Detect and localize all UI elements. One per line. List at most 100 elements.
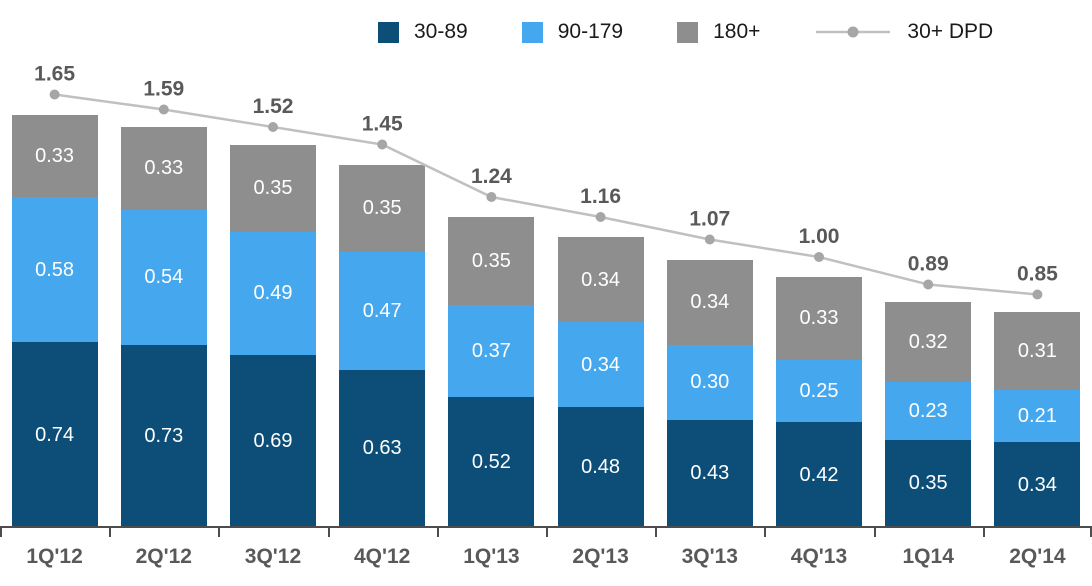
- bar-segment-180+: 0.31: [994, 312, 1081, 390]
- legend-item-180plus: 180+: [677, 20, 760, 44]
- bar-segment-90-179: 0.37: [448, 304, 535, 397]
- axis-tick: [0, 528, 2, 537]
- bar-value-label: 0.30: [690, 371, 730, 393]
- trend-line-value-label: 1.45: [362, 113, 403, 136]
- bar-segment-90-179: 0.49: [230, 232, 316, 355]
- bar-value-label: 0.21: [1017, 404, 1057, 427]
- legend-item-30-89: 30-89: [378, 20, 468, 44]
- bar-segment-180+: 0.34: [557, 237, 644, 322]
- bar-value-label: 0.37: [471, 339, 511, 362]
- legend-line-sample-icon: [816, 26, 891, 38]
- bar-value-label: 0.48: [581, 456, 621, 478]
- axis-tick: [327, 528, 330, 537]
- bar-value-label: 0.34: [581, 268, 621, 291]
- axis-tick: [546, 528, 548, 537]
- legend-swatch-90-179: [521, 21, 543, 43]
- legend-label-90-179: 90-179: [557, 20, 624, 43]
- bar-value-label: 0.34: [1017, 473, 1057, 496]
- x-axis-label: 4Q'12: [354, 545, 411, 568]
- bar-value-label: 0.34: [581, 353, 621, 376]
- bar-segment-30-89: 0.42: [776, 422, 862, 527]
- bar-segment-30-89: 0.43: [666, 419, 753, 527]
- bar-segment-180+: 0.32: [885, 302, 972, 382]
- bar-value-label: 0.35: [253, 177, 293, 200]
- trend-line-value-label: 1.07: [689, 208, 730, 231]
- bar-value-label: 0.23: [908, 399, 948, 422]
- legend-label-30-89: 30-89: [414, 20, 468, 43]
- bar-value-label: 0.33: [144, 157, 184, 180]
- legend: 30-89 90-179 180+ 30+ DPD: [378, 20, 993, 44]
- bar-segment-180+: 0.35: [339, 164, 426, 252]
- bar-value-label: 0.43: [690, 462, 730, 485]
- bar-value-label: 0.54: [144, 266, 184, 288]
- legend-item-30plus-dpd: 30+ DPD: [814, 20, 993, 44]
- trend-line-marker: [158, 104, 169, 115]
- x-axis-label: 1Q'13: [463, 545, 520, 568]
- bar-segment-180+: 0.35: [230, 144, 316, 232]
- bar-segment-30-89: 0.69: [230, 354, 316, 527]
- bar-segment-90-179: 0.25: [776, 359, 862, 422]
- x-axis-label: 1Q14: [902, 545, 954, 568]
- legend-label-180plus: 180+: [713, 20, 761, 43]
- x-axis-label: 2Q'14: [1009, 545, 1066, 568]
- bar-value-label: 0.58: [35, 258, 75, 281]
- bar-value-label: 0.47: [362, 299, 402, 322]
- bar-value-label: 0.73: [144, 424, 184, 447]
- bar-segment-180+: 0.35: [448, 217, 535, 305]
- bar-value-label: 0.69: [253, 429, 293, 452]
- bar-segment-90-179: 0.54: [120, 209, 207, 345]
- axis-tick: [218, 528, 221, 537]
- bar-segment-180+: 0.33: [11, 114, 98, 197]
- bar-value-label: 0.34: [690, 291, 730, 313]
- x-axis-label: 3Q'12: [244, 545, 302, 568]
- trend-line-value-label: 1.24: [471, 165, 512, 188]
- legend-swatch-30-89: [378, 21, 399, 43]
- bar-value-label: 0.63: [362, 437, 402, 460]
- trend-line-marker: [377, 139, 388, 150]
- axis-tick: [655, 528, 658, 537]
- legend-label-30plus-dpd: 30+ DPD: [907, 20, 994, 43]
- bar-value-label: 0.33: [35, 144, 75, 167]
- axis-tick: [982, 528, 985, 537]
- bar-segment-30-89: 0.73: [120, 344, 207, 527]
- bar-segment-30-89: 0.35: [885, 439, 972, 527]
- axis-tick: [436, 528, 439, 537]
- legend-swatch-180plus: [677, 21, 699, 43]
- bar-value-label: 0.35: [471, 249, 511, 272]
- trend-line-value-label: 1.65: [34, 63, 75, 86]
- bar-value-label: 0.33: [799, 307, 839, 330]
- x-axis-label: 1Q'12: [26, 545, 83, 568]
- bar-segment-90-179: 0.34: [557, 322, 644, 407]
- bar-segment-30-89: 0.34: [994, 442, 1081, 527]
- x-axis-label: 3Q'13: [681, 545, 738, 568]
- x-axis-label: 4Q'13: [790, 545, 848, 568]
- x-axis-label: 2Q'12: [135, 545, 192, 568]
- axis-tick: [109, 528, 112, 537]
- bar-segment-90-179: 0.47: [339, 252, 426, 370]
- trend-line-marker: [1032, 289, 1043, 300]
- trend-line-marker: [268, 122, 278, 132]
- bar-value-label: 0.25: [799, 379, 839, 402]
- bar-segment-90-179: 0.58: [11, 197, 98, 342]
- bar-segment-30-89: 0.63: [339, 369, 426, 527]
- trend-line-value-label: 1.16: [580, 185, 621, 208]
- bar-value-label: 0.32: [908, 331, 948, 353]
- axis-tick: [873, 528, 876, 537]
- bar-segment-30-89: 0.52: [448, 397, 535, 527]
- trend-line-value-label: 0.85: [1017, 263, 1058, 286]
- bar-value-label: 0.74: [35, 423, 75, 446]
- axis-tick: [1090, 528, 1092, 537]
- trend-line-marker: [486, 192, 497, 202]
- bar-value-label: 0.49: [253, 282, 293, 305]
- bar-value-label: 0.52: [471, 451, 511, 473]
- x-axis-label: 2Q'13: [572, 545, 629, 568]
- trend-line-marker: [923, 279, 934, 290]
- trend-line-marker: [814, 252, 824, 262]
- bar-segment-30-89: 0.74: [11, 342, 98, 527]
- trend-line-marker: [704, 234, 715, 245]
- legend-item-90-179: 90-179: [521, 20, 624, 44]
- bar-value-label: 0.42: [799, 463, 839, 486]
- bar-value-label: 0.31: [1017, 339, 1057, 362]
- bar-segment-180+: 0.33: [776, 277, 862, 360]
